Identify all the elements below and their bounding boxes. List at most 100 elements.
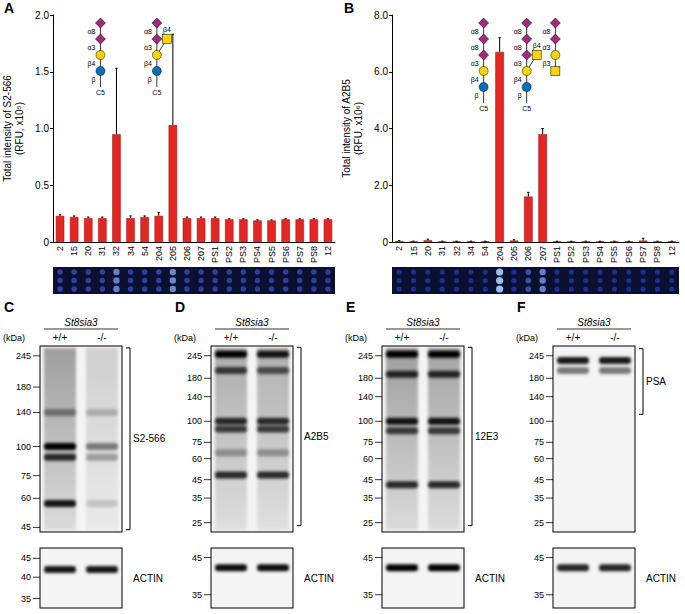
svg-text:60: 60 (192, 454, 202, 464)
svg-text:35: 35 (21, 594, 31, 604)
svg-text:245: 245 (529, 351, 544, 361)
svg-text:α8: α8 (514, 28, 522, 35)
svg-text:α3: α3 (471, 60, 479, 67)
svg-text:12: 12 (323, 246, 333, 256)
svg-text:β: β (148, 76, 152, 84)
svg-text:54: 54 (480, 246, 490, 256)
svg-text:PS2: PS2 (224, 246, 234, 263)
svg-text:35: 35 (534, 493, 544, 503)
svg-text:25: 25 (363, 518, 373, 528)
svg-text:PSA: PSA (646, 376, 666, 387)
svg-text:12: 12 (667, 246, 677, 256)
svg-text:100: 100 (187, 416, 202, 426)
svg-text:ACTIN: ACTIN (133, 573, 163, 584)
svg-text:+/+: +/+ (566, 332, 581, 343)
svg-text:PS1: PS1 (210, 246, 220, 263)
svg-text:45: 45 (192, 475, 202, 485)
svg-text:35: 35 (192, 493, 202, 503)
svg-text:12E3: 12E3 (475, 431, 499, 442)
svg-text:0: 0 (43, 237, 49, 248)
svg-text:20: 20 (423, 246, 433, 256)
svg-text:206: 206 (523, 246, 533, 261)
svg-text:St8sia3: St8sia3 (406, 317, 440, 328)
svg-text:PS5: PS5 (609, 246, 619, 263)
svg-text:2.0: 2.0 (374, 180, 388, 191)
svg-text:205: 205 (168, 246, 178, 261)
svg-text:35: 35 (534, 590, 544, 600)
svg-text:15: 15 (409, 246, 419, 256)
svg-text:α3: α3 (87, 44, 95, 51)
svg-text:60: 60 (363, 454, 373, 464)
svg-text:+/+: +/+ (53, 332, 68, 343)
svg-text:34: 34 (126, 246, 136, 256)
svg-text:6.0: 6.0 (374, 66, 388, 77)
svg-text:60: 60 (21, 493, 31, 503)
svg-text:8.0: 8.0 (374, 10, 388, 21)
svg-text:140: 140 (529, 392, 544, 402)
svg-text:100: 100 (529, 416, 544, 426)
svg-text:2.0: 2.0 (35, 10, 49, 21)
svg-text:β: β (518, 92, 522, 100)
svg-text:PS4: PS4 (252, 246, 262, 263)
svg-text:180: 180 (187, 373, 202, 383)
svg-text:4.0: 4.0 (374, 123, 388, 134)
svg-text:β3: β3 (542, 60, 550, 68)
svg-text:St8sia3: St8sia3 (64, 317, 98, 328)
svg-text:+/+: +/+ (395, 332, 410, 343)
svg-text:31: 31 (437, 246, 447, 256)
svg-text:Total intensity of A2B5: Total intensity of A2B5 (341, 79, 352, 178)
svg-text:+/+: +/+ (224, 332, 239, 343)
svg-text:1.5: 1.5 (35, 66, 49, 77)
svg-text:245: 245 (187, 351, 202, 361)
svg-text:E: E (346, 299, 355, 315)
svg-text:PS6: PS6 (624, 246, 634, 263)
svg-text:C5: C5 (522, 105, 531, 112)
svg-text:0.5: 0.5 (35, 180, 49, 191)
svg-text:60: 60 (534, 454, 544, 464)
svg-text:α8: α8 (471, 44, 479, 51)
svg-text:-/-: -/- (97, 332, 106, 343)
svg-text:β4: β4 (88, 60, 96, 68)
svg-text:β: β (475, 92, 479, 100)
svg-text:180: 180 (358, 373, 373, 383)
svg-text:PS3: PS3 (238, 246, 248, 263)
svg-text:45: 45 (363, 475, 373, 485)
svg-text:ACTIN: ACTIN (304, 573, 334, 584)
svg-text:100: 100 (358, 416, 373, 426)
svg-text:PS2: PS2 (566, 246, 576, 263)
svg-text:(kDa): (kDa) (516, 333, 538, 343)
svg-text:C5: C5 (96, 89, 105, 96)
svg-text:45: 45 (534, 475, 544, 485)
svg-text:45: 45 (534, 553, 544, 563)
svg-text:β: β (91, 76, 95, 84)
svg-text:α8: α8 (144, 28, 152, 35)
svg-text:100: 100 (16, 442, 31, 452)
svg-text:Total intensity of S2-566: Total intensity of S2-566 (2, 75, 13, 182)
svg-text:C5: C5 (152, 89, 161, 96)
svg-text:180: 180 (529, 373, 544, 383)
svg-text:206: 206 (182, 246, 192, 261)
svg-text:PS7: PS7 (638, 246, 648, 263)
svg-text:54: 54 (140, 246, 150, 256)
svg-text:35: 35 (363, 590, 373, 600)
svg-text:PS8: PS8 (309, 246, 319, 263)
svg-text:St8sia3: St8sia3 (235, 317, 269, 328)
svg-text:α3: α3 (542, 44, 550, 51)
svg-text:-/-: -/- (610, 332, 619, 343)
svg-text:32: 32 (452, 246, 462, 256)
svg-text:β4: β4 (163, 26, 171, 34)
svg-text:75: 75 (21, 471, 31, 481)
svg-text:31: 31 (97, 246, 107, 256)
svg-text:140: 140 (187, 392, 202, 402)
svg-text:(RFU, x10⁶): (RFU, x10⁶) (353, 102, 364, 155)
svg-text:40: 40 (21, 572, 31, 582)
svg-text:St8sia3: St8sia3 (577, 317, 611, 328)
svg-text:2: 2 (55, 246, 65, 251)
svg-text:45: 45 (363, 553, 373, 563)
svg-text:34: 34 (466, 246, 476, 256)
svg-text:C: C (4, 299, 14, 315)
svg-text:B: B (344, 0, 354, 16)
svg-text:-/-: -/- (439, 332, 448, 343)
svg-text:140: 140 (358, 392, 373, 402)
svg-text:α3: α3 (144, 44, 152, 51)
